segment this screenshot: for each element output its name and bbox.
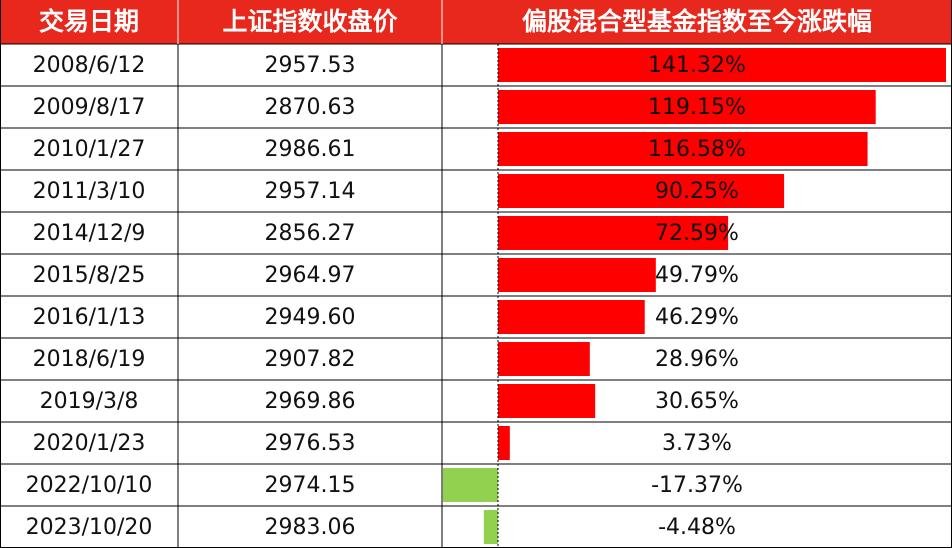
close-cell: 2976.53 <box>265 431 356 456</box>
date-cell: 2022/10/10 <box>26 473 153 498</box>
change-label: 49.79% <box>655 263 739 288</box>
header-cell: 交易日期 <box>39 7 139 36</box>
close-cell: 2907.82 <box>265 347 356 372</box>
change-label: -17.37% <box>651 473 743 498</box>
change-bar <box>498 426 510 460</box>
date-cell: 2023/10/20 <box>26 515 153 540</box>
close-cell: 2974.15 <box>265 473 356 498</box>
change-bar <box>498 216 729 250</box>
date-cell: 2020/1/23 <box>33 431 146 456</box>
date-cell: 2018/6/19 <box>33 347 146 372</box>
change-label: 46.29% <box>655 305 739 330</box>
change-bar <box>483 510 498 544</box>
date-cell: 2016/1/13 <box>33 305 146 330</box>
close-cell: 2856.27 <box>265 221 356 246</box>
change-bar <box>498 90 876 124</box>
change-bar <box>498 300 645 334</box>
date-cell: 2015/8/25 <box>33 263 146 288</box>
change-label: 72.59% <box>655 221 739 246</box>
change-bar <box>498 174 785 208</box>
close-cell: 2969.86 <box>265 389 356 414</box>
change-label: -4.48% <box>658 515 736 540</box>
header-background <box>0 0 952 44</box>
change-label: 30.65% <box>655 389 739 414</box>
change-label: 116.58% <box>648 137 746 162</box>
date-cell: 2009/8/17 <box>33 95 146 120</box>
header-cell: 上证指数收盘价 <box>222 7 398 36</box>
change-bar <box>498 342 590 376</box>
close-cell: 2983.06 <box>265 515 356 540</box>
date-cell: 2011/3/10 <box>33 179 146 204</box>
change-label: 28.96% <box>655 347 739 372</box>
header-cell: 偏股混合型基金指数至今涨跌幅 <box>522 7 872 36</box>
date-cell: 2008/6/12 <box>33 53 146 78</box>
change-label: 119.15% <box>648 95 746 120</box>
close-cell: 2949.60 <box>265 305 356 330</box>
change-label: 90.25% <box>655 179 739 204</box>
close-cell: 2957.14 <box>265 179 356 204</box>
date-cell: 2019/3/8 <box>40 389 139 414</box>
close-cell: 2957.53 <box>265 53 356 78</box>
change-bar <box>498 48 946 82</box>
close-cell: 2986.61 <box>265 137 356 162</box>
change-bar <box>498 258 656 292</box>
change-bar <box>442 468 498 502</box>
date-cell: 2010/1/27 <box>33 137 146 162</box>
change-bar <box>498 132 868 166</box>
change-bar <box>498 384 596 418</box>
close-cell: 2964.97 <box>265 263 356 288</box>
close-cell: 2870.63 <box>265 95 356 120</box>
change-label: 3.73% <box>662 431 732 456</box>
change-label: 141.32% <box>648 53 746 78</box>
date-cell: 2014/12/9 <box>33 221 146 246</box>
